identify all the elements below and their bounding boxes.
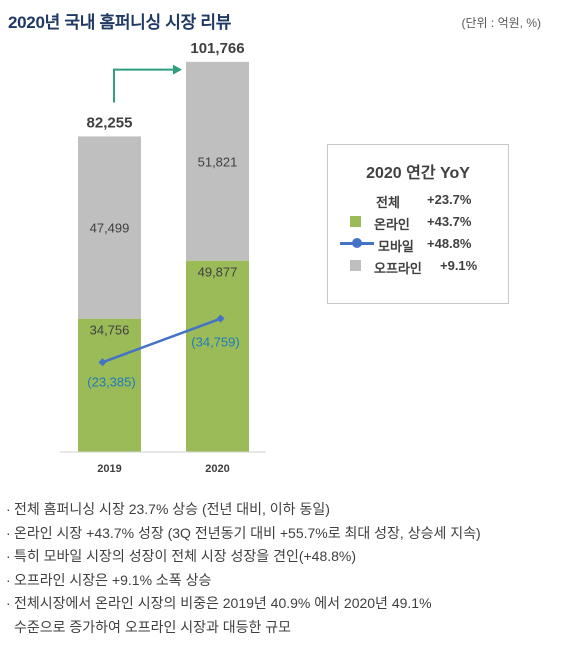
legend-item-offline: 오프라인 +9.1% bbox=[328, 255, 508, 277]
legend-label-mobile: 모바일 bbox=[378, 239, 414, 254]
unit-label: (단위 : 억원, %) bbox=[461, 16, 542, 30]
yoy-legend-box: 2020 연간 YoY 전체 +23.7% 온라인 +43.7% 모바일 +48… bbox=[327, 144, 509, 304]
offline-swatch bbox=[350, 260, 361, 271]
mobile-point-2020 bbox=[216, 314, 225, 323]
legend-label-offline: 오프라인 bbox=[374, 261, 422, 276]
bullet-item: · 전체 홈퍼니싱 시장 23.7% 상승 (전년 대비, 이하 동일) bbox=[6, 501, 330, 517]
summary-bullets: · 전체 홈퍼니싱 시장 23.7% 상승 (전년 대비, 이하 동일) · 온라인… bbox=[6, 498, 571, 639]
mobile-line-swatch bbox=[340, 238, 374, 248]
x-tick-label-2019: 2019 bbox=[97, 463, 121, 475]
offline-value-label-2020: 51,821 bbox=[198, 154, 238, 169]
legend-value-total: +23.7% bbox=[427, 192, 472, 207]
bar-online-2019 bbox=[78, 318, 141, 452]
online-value-label-2020: 49,877 bbox=[198, 265, 238, 280]
bullet-continuation: 수준으로 증가하여 오프라인 시장과 대등한 규모 bbox=[14, 618, 292, 635]
mobile-value-label-2019: (23,385) bbox=[87, 374, 135, 389]
total-value-label-2019: 82,255 bbox=[87, 114, 133, 131]
legend-value-mobile: +48.8% bbox=[427, 236, 472, 251]
growth-arrow bbox=[113, 64, 182, 103]
legend-title: 2020 연간 YoY bbox=[366, 165, 470, 182]
x-tick-label-2020: 2020 bbox=[205, 463, 229, 475]
offline-value-label-2019: 47,499 bbox=[90, 221, 130, 236]
legend-label-total: 전체 bbox=[376, 195, 400, 210]
bullet-item: · 온라인 시장 +43.7% 성장 (3Q 전년동기 대비 +55.7%로 최대… bbox=[6, 524, 481, 541]
bar-offline-2019 bbox=[78, 136, 141, 319]
total-value-label-2020: 101,766 bbox=[190, 40, 244, 57]
mobile-point-2019 bbox=[98, 358, 107, 367]
stacked-bar-chart: 34,756 47,499 82,255 2019 49,877 51,821 101,76… bbox=[60, 40, 266, 475]
mobile-value-label-2020: (34,759) bbox=[191, 335, 239, 350]
legend-item-online: 온라인 +43.7% bbox=[328, 211, 508, 233]
legend-item-total: 전체 +23.7% bbox=[328, 189, 508, 211]
mobile-series-line bbox=[102, 317, 221, 364]
legend-item-mobile: 모바일 +48.8% bbox=[328, 233, 508, 255]
bullet-item: · 전체시장에서 온라인 시장의 비중은 2019년 40.9% 에서 2020년… bbox=[6, 595, 432, 611]
legend-value-offline: +9.1% bbox=[440, 258, 478, 273]
page-title: 2020년 국내 홈퍼니싱 시장 리뷰 bbox=[8, 13, 232, 32]
online-value-label-2019: 34,756 bbox=[90, 323, 130, 338]
legend-value-online: +43.7% bbox=[427, 214, 472, 229]
online-swatch bbox=[350, 216, 361, 227]
legend-label-online: 온라인 bbox=[374, 217, 410, 232]
bar-offline-2020 bbox=[186, 61, 249, 261]
bullet-item: · 특히 모바일 시장의 성장이 전체 시장 성장을 견인(+48.8%) bbox=[6, 548, 357, 564]
bar-online-2020 bbox=[186, 260, 249, 452]
bullet-item: · 오프라인 시장은 +9.1% 소폭 상승 bbox=[6, 571, 212, 588]
